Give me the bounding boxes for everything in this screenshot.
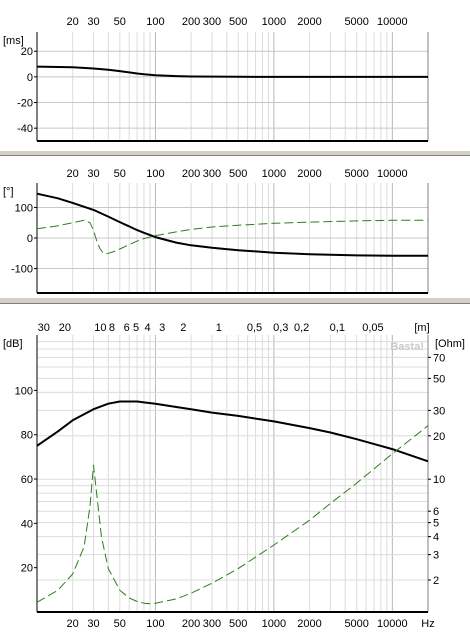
x-tick-label: 50: [114, 168, 126, 180]
x-tick-label: 30: [87, 16, 99, 28]
wavelength-tick-label: 0,1: [330, 322, 345, 334]
y-axis-label: [°]: [3, 186, 14, 198]
series-line-dashed: [36, 425, 429, 605]
panel-splitter[interactable]: [0, 150, 470, 156]
y-tick-label: 80: [21, 430, 33, 442]
wavelength-tick-label: 2: [180, 322, 186, 334]
series-line-solid: [36, 65, 428, 78]
wavelength-tick-label: 0,2: [294, 322, 309, 334]
y2-tick-label: 3: [433, 550, 439, 562]
wavelength-axis-label: [m]: [414, 322, 429, 334]
x-tick-label: 200: [182, 168, 200, 180]
y2-tick-label: 5: [433, 518, 439, 530]
phase-chart-panel: [°] 100 0 -100 20 30 50 100 200 300 500 1000 2000 500…: [0, 156, 470, 297]
wavelength-tick-label: 30: [38, 322, 50, 334]
x-tick-label: 100: [146, 16, 164, 28]
x-tick-label: 500: [229, 618, 247, 630]
y-tick-label: 100: [15, 202, 33, 214]
x-tick-label: 5000: [344, 618, 368, 630]
x-tick-label: 30: [87, 618, 99, 630]
series-line-solid: [36, 400, 429, 463]
wavelength-tick-label: 1: [216, 322, 222, 334]
y-tick-label: -40: [17, 123, 33, 135]
y2-tick-label: 2: [433, 575, 439, 587]
x-tick-label: 1000: [262, 168, 286, 180]
y2-tick-label: 30: [433, 405, 445, 417]
x-tick-label: 100: [146, 618, 164, 630]
x-tick-label: 2000: [297, 16, 321, 28]
y-tick-label: 0: [27, 72, 33, 84]
wavelength-tick-label: 20: [59, 322, 71, 334]
x-tick-label: 30: [87, 168, 99, 180]
y2-tick-label: 4: [433, 532, 439, 544]
x-tick-label: 10000: [377, 168, 408, 180]
x-tick-label: 1000: [262, 16, 286, 28]
wavelength-tick-label: 4: [145, 322, 151, 334]
y-axis-label: [dB]: [3, 338, 23, 350]
wavelength-tick-label: 6: [124, 322, 130, 334]
wavelength-tick-label: 3: [159, 322, 165, 334]
x-tick-label: 10000: [377, 618, 408, 630]
y2-tick-label: 50: [433, 373, 445, 385]
wavelength-tick-label: 0,3: [273, 322, 288, 334]
spl-impedance-chart-panel: [dB] 100 80 60 40 20 20 30 50 100 200 300 500 1000 200…: [0, 304, 470, 640]
x-tick-label: 50: [114, 16, 126, 28]
y-axis-label: [ms]: [3, 35, 24, 47]
wavelength-tick-label: 5: [133, 322, 139, 334]
y2-tick-label: 20: [433, 431, 445, 443]
x-tick-label: 2000: [297, 168, 321, 180]
y-tick-label: 0: [27, 233, 33, 245]
x-tick-label: 200: [182, 618, 200, 630]
x-tick-label: 5000: [344, 168, 368, 180]
series-line-dashed: [36, 219, 428, 255]
y2-tick-label: 10: [433, 474, 445, 486]
y-tick-label: 20: [21, 46, 33, 58]
x-tick-label: 10000: [377, 16, 408, 28]
x-tick-label: 20: [67, 618, 79, 630]
watermark: Basta!: [390, 341, 424, 353]
series-line-solid: [36, 192, 428, 257]
x-tick-label: 300: [203, 618, 221, 630]
x-tick-label: 300: [203, 168, 221, 180]
group-delay-chart-panel: [ms] 20 0 -20 -40 20 30 50 100 200 300 500 1000 2000 5…: [0, 0, 470, 150]
wavelength-tick-label: 0,5: [247, 322, 262, 334]
x-tick-label: 50: [114, 618, 126, 630]
y2-tick-label: 70: [433, 352, 445, 364]
y-tick-label: 100: [15, 385, 33, 397]
y-tick-label: -100: [11, 264, 33, 276]
y-tick-label: 40: [21, 518, 33, 530]
y2-tick-label: 6: [433, 506, 439, 518]
x-tick-label: 20: [67, 16, 79, 28]
wavelength-tick-label: 10: [94, 322, 106, 334]
panel-splitter[interactable]: [0, 297, 470, 304]
y2-axis-label: [Ohm]: [435, 338, 465, 350]
wavelength-tick-label: 0,05: [362, 322, 383, 334]
x-tick-label: 5000: [344, 16, 368, 28]
y-tick-label: 20: [21, 563, 33, 575]
y-tick-label: 60: [21, 474, 33, 486]
x-tick-label: 20: [67, 168, 79, 180]
wavelength-tick-label: 8: [109, 322, 115, 334]
x-tick-label: 300: [203, 16, 221, 28]
x-axis-label: Hz: [421, 618, 434, 630]
x-tick-label: 500: [229, 16, 247, 28]
x-tick-label: 200: [182, 16, 200, 28]
x-tick-label: 500: [229, 168, 247, 180]
x-tick-label: 1000: [262, 618, 286, 630]
y-tick-label: -20: [17, 98, 33, 110]
x-tick-label: 2000: [297, 618, 321, 630]
x-tick-label: 100: [146, 168, 164, 180]
